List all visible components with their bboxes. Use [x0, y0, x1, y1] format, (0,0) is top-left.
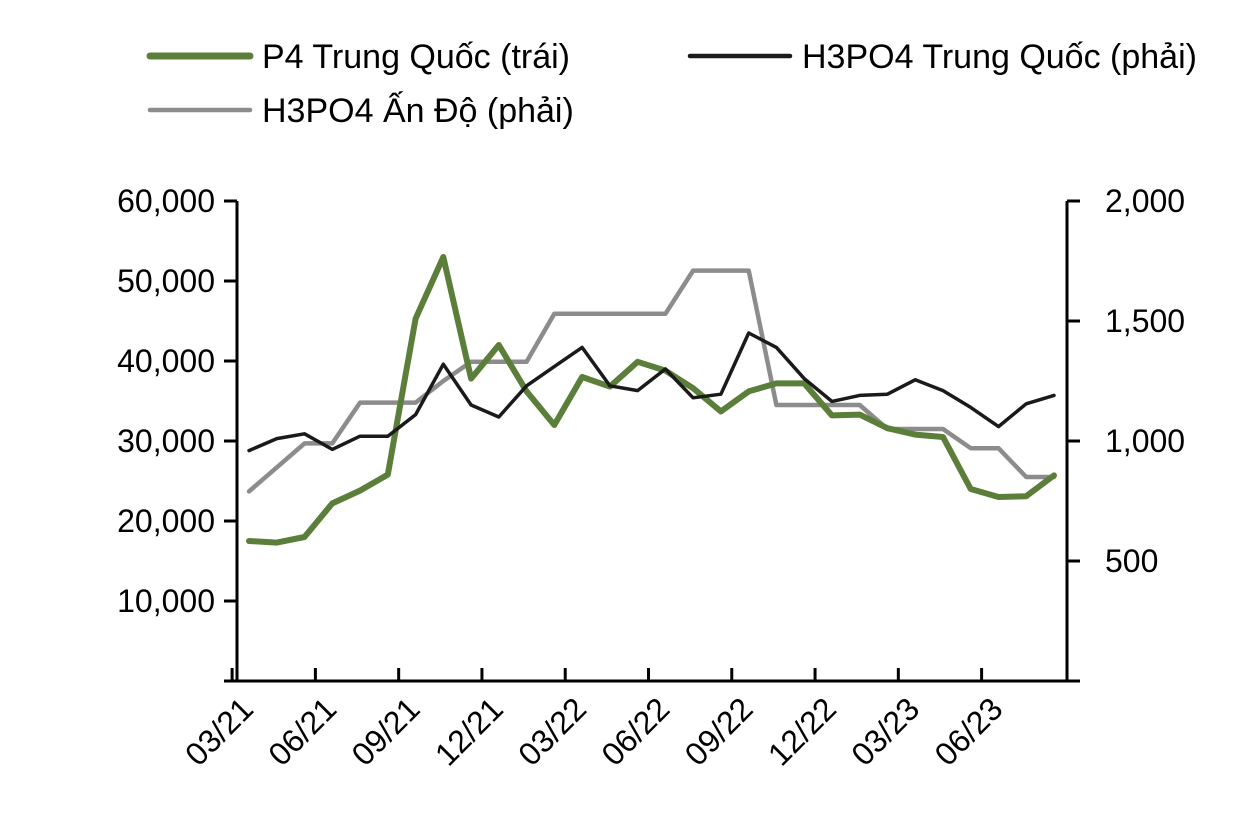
left-tick-label: 30,000 [117, 423, 215, 459]
x-tick-label: 06/23 [927, 690, 1009, 772]
x-tick-label: 06/22 [594, 690, 676, 772]
series-line-1 [246, 254, 1057, 546]
x-tick-label: 03/22 [511, 690, 593, 772]
x-tick-label: 09/21 [345, 690, 427, 772]
series-line-3 [246, 268, 1057, 494]
x-tick-label: 03/21 [178, 690, 260, 772]
right-tick-label: 500 [1105, 543, 1158, 579]
x-tick-label: 12/22 [761, 690, 843, 772]
x-tick-label: 03/23 [844, 690, 926, 772]
x-tick-label: 12/21 [428, 690, 510, 772]
x-tick-label: 09/22 [678, 690, 760, 772]
legend-label-1: P4 Trung Quốc (trái) [262, 38, 570, 76]
right-tick-label: 1,500 [1105, 303, 1185, 339]
series-line-2 [247, 331, 1056, 453]
legend-label-2: H3PO4 Trung Quốc (phải) [802, 38, 1197, 76]
legend: P4 Trung Quốc (trái) H3PO4 Trung Quốc (ph… [146, 38, 1197, 130]
left-tick-label: 40,000 [117, 343, 215, 379]
right-tick-label: 2,000 [1105, 183, 1185, 219]
axes: 10,000 20,000 30,000 40,000 50,000 60,000 500 1… [117, 183, 1185, 773]
right-tick-label: 1,000 [1105, 423, 1185, 459]
x-tick-label: 06/21 [261, 690, 343, 772]
left-tick-label: 10,000 [117, 583, 215, 619]
left-tick-label: 50,000 [117, 263, 215, 299]
left-tick-label: 20,000 [117, 503, 215, 539]
legend-label-3: H3PO4 Ấn Độ (phải) [262, 92, 574, 130]
left-tick-label: 60,000 [117, 183, 215, 219]
plot-area [246, 254, 1057, 546]
